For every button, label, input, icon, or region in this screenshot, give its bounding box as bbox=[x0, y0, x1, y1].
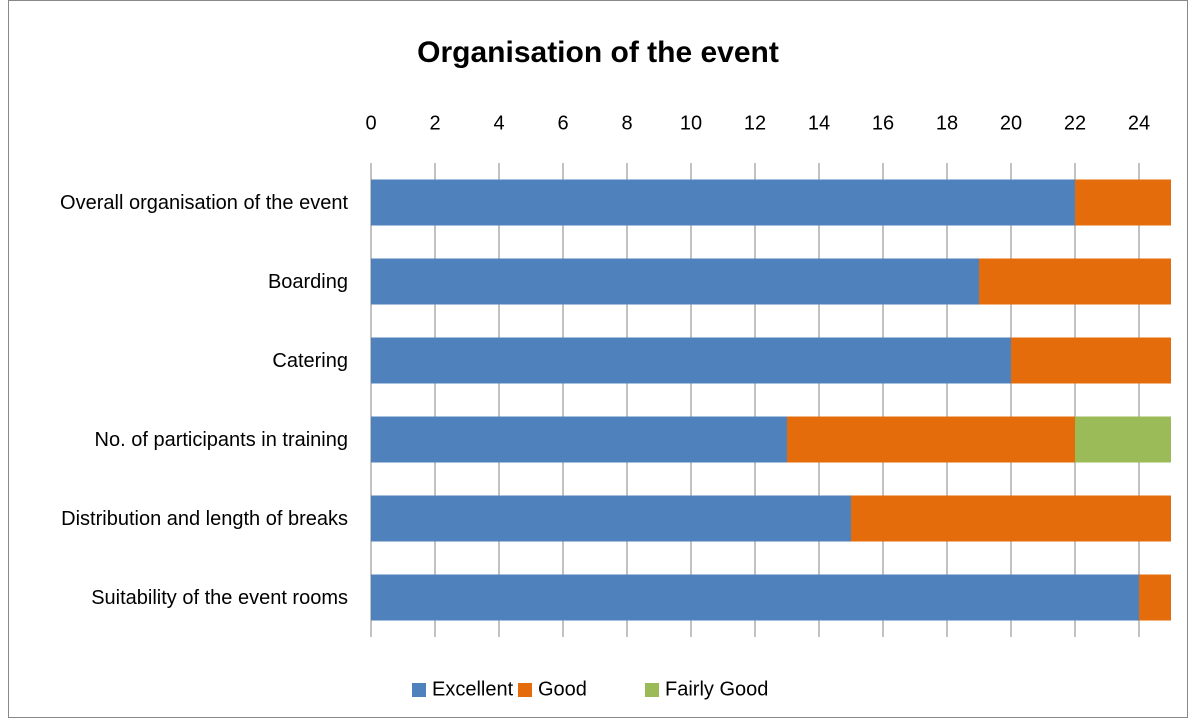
bar-segment bbox=[1075, 416, 1171, 463]
bar-segment bbox=[371, 416, 787, 463]
y-tick-label: No. of participants in training bbox=[94, 428, 348, 451]
x-tick-label: 4 bbox=[493, 112, 504, 134]
x-tick-label: 22 bbox=[1064, 112, 1086, 134]
legend-label: Fairly Good bbox=[665, 678, 768, 700]
legend-label: Good bbox=[538, 678, 587, 700]
y-tick-label: Suitability of the event rooms bbox=[91, 586, 348, 609]
x-tick-label: 24 bbox=[1128, 112, 1150, 134]
x-tick-label: 16 bbox=[872, 112, 894, 134]
y-tick-label: Overall organisation of the event bbox=[60, 191, 348, 214]
x-tick-label: 6 bbox=[557, 112, 568, 134]
bar-segment bbox=[851, 495, 1171, 542]
y-tick-label: Distribution and length of breaks bbox=[61, 507, 348, 530]
x-tick-label: 18 bbox=[936, 112, 958, 134]
legend-swatch bbox=[645, 683, 659, 697]
x-tick-label: 0 bbox=[365, 112, 376, 134]
bar-segment bbox=[371, 337, 1011, 384]
legend-swatch bbox=[412, 683, 426, 697]
x-tick-label: 2 bbox=[429, 112, 440, 134]
bar-segment bbox=[1139, 574, 1171, 621]
x-tick-label: 8 bbox=[621, 112, 632, 134]
bar-segment bbox=[371, 179, 1075, 226]
bar-segment bbox=[787, 416, 1075, 463]
legend-label: Excellent bbox=[432, 678, 514, 700]
legend-swatch bbox=[518, 683, 532, 697]
x-tick-label: 10 bbox=[680, 112, 702, 134]
bar-segment bbox=[371, 495, 851, 542]
x-tick-label: 12 bbox=[744, 112, 766, 134]
x-tick-label: 14 bbox=[808, 112, 830, 134]
bar-segment bbox=[1075, 179, 1171, 226]
bar-segment bbox=[371, 258, 979, 305]
bar-segment bbox=[371, 574, 1139, 621]
bar-segment bbox=[1011, 337, 1171, 384]
y-tick-label: Boarding bbox=[267, 270, 348, 293]
y-tick-label: Catering bbox=[272, 349, 348, 372]
bar-segment bbox=[979, 258, 1171, 305]
chart-title: Organisation of the event bbox=[417, 36, 779, 69]
x-tick-label: 20 bbox=[1000, 112, 1022, 134]
